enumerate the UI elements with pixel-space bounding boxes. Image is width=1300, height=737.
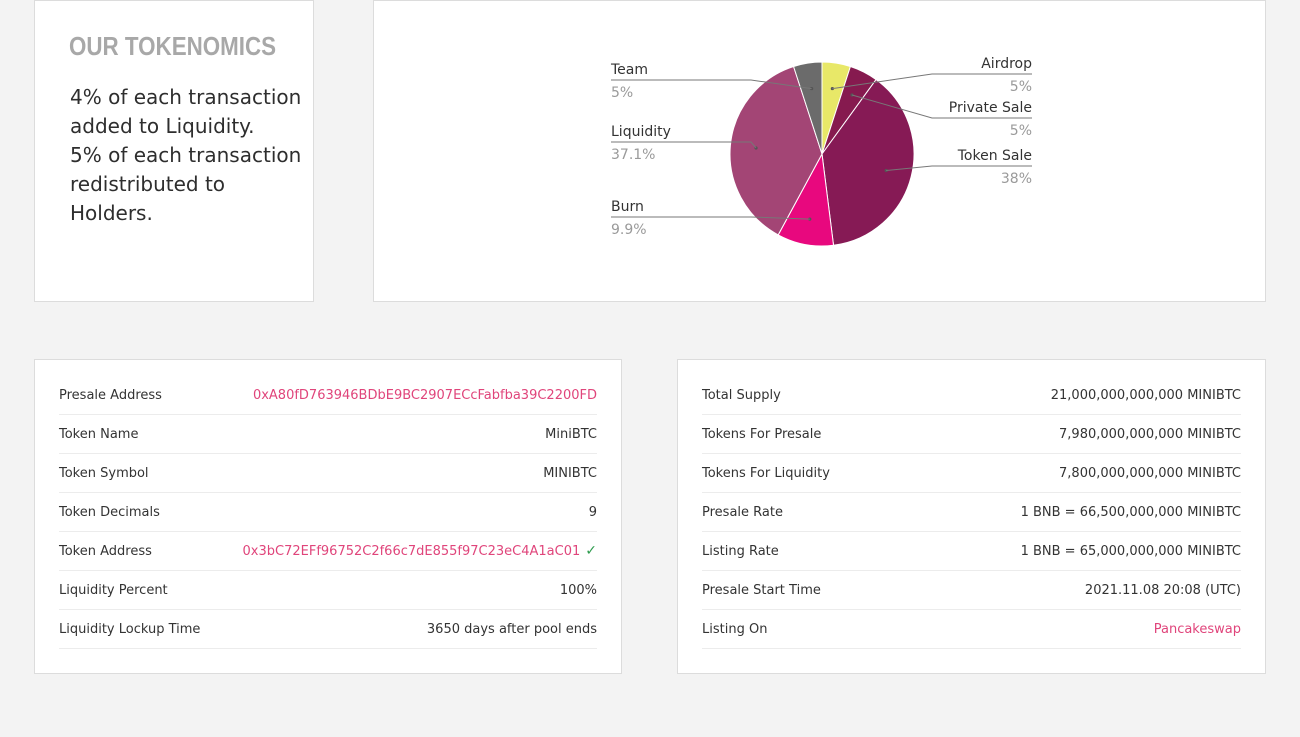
pie-label-private-sale: Private Sale	[949, 100, 1032, 116]
info-row-tokens-for-presale: Tokens For Presale 7,980,000,000,000 MINI…	[702, 415, 1241, 454]
liquidity-percent-label: Liquidity Percent	[59, 582, 168, 598]
pie-leader-line-airdrop	[832, 73, 1032, 90]
liquidity-lockup-time-label: Liquidity Lockup Time	[59, 621, 201, 637]
pie-leader-dot-airdrop	[830, 86, 834, 91]
info-row-liquidity-percent: Liquidity Percent 100%	[59, 571, 597, 610]
pie-slice-team	[792, 61, 823, 155]
info-row-total-supply: Total Supply 21,000,000,000,000 MINIBTC	[702, 376, 1241, 415]
presale-info-card: Presale Address 0xA80fD763946BDbE9BC2907E…	[34, 359, 622, 674]
token-decimals-value: 9	[588, 504, 597, 520]
token-address-link[interactable]: 0x3bC72EFf96752C2f66c7dE855f97C23eC4A1aC…	[242, 544, 581, 559]
tokenomics-text: 4% of each transaction added to Liquidit…	[70, 83, 305, 228]
pie-label-airdrop: Airdrop	[981, 56, 1032, 72]
liquidity-percent-value: 100%	[559, 582, 597, 598]
pie-value-token-sale: 38%	[1001, 171, 1032, 187]
presale-info-list: Presale Address 0xA80fD763946BDbE9BC2907E…	[59, 376, 597, 649]
tokens-for-liquidity-value: 7,800,000,000,000 MINIBTC	[1059, 465, 1241, 481]
info-row-presale-start-time: Presale Start Time 2021.11.08 20:08 (UTC)	[702, 571, 1241, 610]
tokens-for-presale-label: Tokens For Presale	[702, 426, 822, 442]
presale-address-link[interactable]: 0xA80fD763946BDbE9BC2907ECcFabfba39C2200…	[252, 387, 597, 403]
tokens-for-presale-value: 7,980,000,000,000 MINIBTC	[1059, 426, 1241, 442]
pie-leader-line-team	[611, 79, 812, 90]
info-row-token-address: Token Address 0x3bC72EFf96752C2f66c7dE855…	[59, 532, 597, 571]
supply-info-list: Total Supply 21,000,000,000,000 MINIBTC To…	[702, 376, 1241, 649]
tokenomics-title: OUR TOKENOMICS	[69, 31, 277, 61]
pie-leader-line-private-sale	[851, 94, 1032, 119]
token-name-value: MiniBTC	[545, 426, 597, 442]
pie-slice-liquidity	[729, 65, 823, 236]
presale-rate-value: 1 BNB = 66,500,000,000 MINIBTC	[1020, 504, 1241, 520]
presale-rate-label: Presale Rate	[702, 504, 783, 520]
token-address-label: Token Address	[59, 543, 152, 559]
liquidity-percent-value-wrap: 100%	[560, 583, 597, 598]
pie-label-token-sale: Token Sale	[957, 148, 1032, 164]
token-decimals-value-wrap: 9	[589, 505, 597, 520]
total-supply-value: 21,000,000,000,000 MINIBTC	[1050, 387, 1241, 403]
pie-value-private-sale: 5%	[1010, 123, 1032, 139]
info-row-tokens-for-liquidity: Tokens For Liquidity 7,800,000,000,000 MI…	[702, 454, 1241, 493]
presale-start-time-value: 2021.11.08 20:08 (UTC)	[1084, 582, 1241, 598]
info-row-token-symbol: Token Symbol MINIBTC	[59, 454, 597, 493]
info-row-presale-address: Presale Address 0xA80fD763946BDbE9BC2907E…	[59, 376, 597, 415]
pie-label-liquidity: Liquidity	[611, 124, 671, 140]
tokens-for-presale-value-wrap: 7,980,000,000,000 MINIBTC	[1059, 427, 1241, 442]
tokenomics-line-liquidity: 4% of each transaction added to Liquidit…	[70, 85, 302, 138]
tokens-for-liquidity-value-wrap: 7,800,000,000,000 MINIBTC	[1059, 466, 1241, 481]
tokenomics-pie-chart: Airdrop 5% Private Sale 5% Token Sale 38% Burn…	[610, 56, 1032, 247]
tokens-for-liquidity-label: Tokens For Liquidity	[702, 465, 830, 481]
presale-start-time-label: Presale Start Time	[702, 582, 821, 598]
pie-leader-line-liquidity	[611, 141, 757, 149]
token-name-label: Token Name	[59, 426, 139, 442]
supply-info-card: Total Supply 21,000,000,000,000 MINIBTC To…	[677, 359, 1266, 674]
listing-on-label: Listing On	[702, 621, 768, 637]
pie-leader-dot-team	[810, 86, 814, 91]
presale-start-time-value-wrap: 2021.11.08 20:08 (UTC)	[1085, 583, 1241, 598]
pie-value-airdrop: 5%	[1010, 79, 1032, 95]
total-supply-value-wrap: 21,000,000,000,000 MINIBTC	[1051, 388, 1241, 403]
liquidity-lockup-time-value-wrap: 3650 days after pool ends	[427, 622, 597, 637]
info-row-token-name: Token Name MiniBTC	[59, 415, 597, 454]
token-address-value-wrap: 0x3bC72EFf96752C2f66c7dE855f97C23eC4A1aC…	[243, 543, 597, 559]
pie-value-liquidity: 37.1%	[611, 147, 655, 163]
pie-leader-line-token-sale	[886, 165, 1032, 171]
info-row-liquidity-lockup-time: Liquidity Lockup Time 3650 days after poo…	[59, 610, 597, 649]
pie-leader-line-burn	[611, 216, 810, 220]
listing-rate-value: 1 BNB = 65,000,000,000 MINIBTC	[1020, 543, 1241, 559]
pie-slice-token-sale	[821, 78, 915, 246]
presale-address-value-wrap: 0xA80fD763946BDbE9BC2907ECcFabfba39C2200…	[253, 388, 597, 403]
token-symbol-value: MINIBTC	[543, 465, 597, 481]
pie-value-team: 5%	[611, 85, 633, 101]
tokenomics-chart-card: Airdrop 5% Private Sale 5% Token Sale 38% Burn…	[373, 0, 1266, 302]
token-symbol-label: Token Symbol	[59, 465, 149, 481]
listing-rate-value-wrap: 1 BNB = 65,000,000,000 MINIBTC	[1021, 544, 1241, 559]
info-row-listing-rate: Listing Rate 1 BNB = 65,000,000,000 MINIB…	[702, 532, 1241, 571]
info-row-token-decimals: Token Decimals 9	[59, 493, 597, 532]
listing-rate-label: Listing Rate	[702, 543, 779, 559]
check-icon: ✓	[585, 543, 597, 559]
token-decimals-label: Token Decimals	[59, 504, 160, 520]
token-symbol-value-wrap: MINIBTC	[543, 466, 597, 481]
token-name-value-wrap: MiniBTC	[545, 427, 597, 442]
presale-address-label: Presale Address	[59, 387, 162, 403]
pie-label-burn: Burn	[611, 199, 644, 215]
tokenomics-card: OUR TOKENOMICS 4% of each transaction ad…	[34, 0, 314, 302]
listing-on-value-wrap: Pancakeswap	[1154, 622, 1241, 637]
pie-value-burn: 9.9%	[611, 222, 647, 238]
info-row-listing-on: Listing On Pancakeswap	[702, 610, 1241, 649]
listing-on-link[interactable]: Pancakeswap	[1153, 621, 1241, 637]
pie-label-team: Team	[610, 62, 648, 78]
total-supply-label: Total Supply	[702, 387, 781, 403]
presale-rate-value-wrap: 1 BNB = 66,500,000,000 MINIBTC	[1021, 505, 1241, 520]
info-row-presale-rate: Presale Rate 1 BNB = 66,500,000,000 MINIB…	[702, 493, 1241, 532]
liquidity-lockup-time-value: 3650 days after pool ends	[426, 621, 597, 637]
pie-leader-dot-burn	[808, 217, 812, 221]
tokenomics-line-holders: 5% of each transaction redistributed to …	[70, 143, 302, 225]
